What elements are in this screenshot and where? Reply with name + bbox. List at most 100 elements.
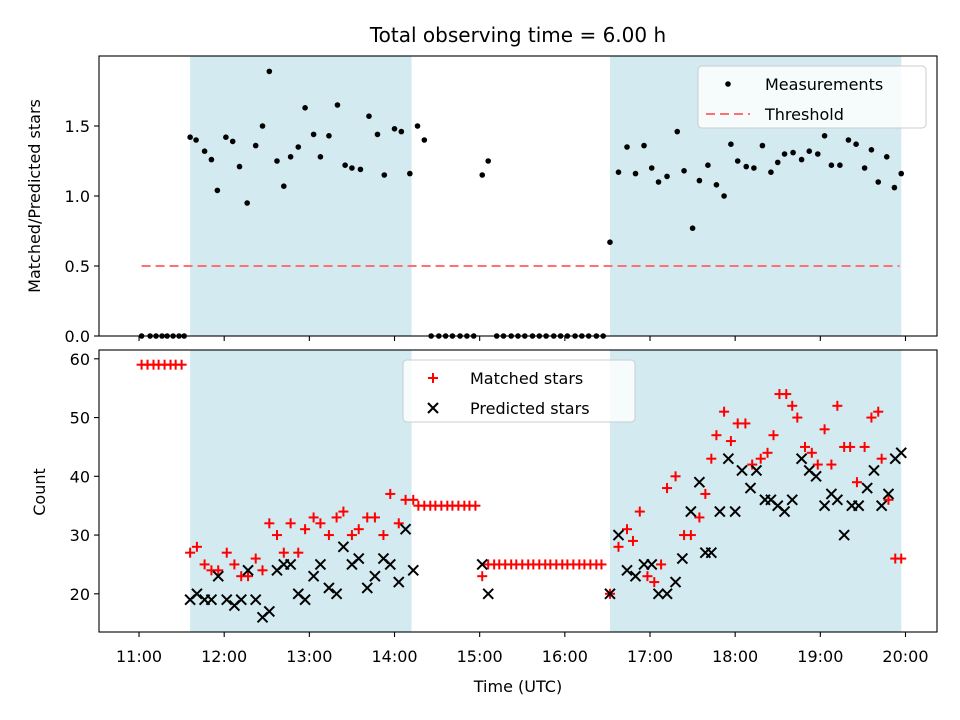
matched-star-point bbox=[293, 547, 304, 558]
matched-star-point bbox=[278, 547, 289, 558]
measurement-point bbox=[229, 138, 236, 145]
matched-star-point bbox=[851, 477, 862, 488]
chart-title: Total observing time = 6.00 h bbox=[369, 23, 666, 47]
measurement-point bbox=[274, 158, 280, 164]
measurement-point bbox=[381, 172, 388, 178]
measurement-point bbox=[208, 156, 215, 163]
measurement-point bbox=[295, 144, 302, 150]
predicted-star-point bbox=[212, 570, 224, 582]
predicted-star-point bbox=[384, 558, 396, 571]
predicted-star-point bbox=[685, 505, 697, 518]
x-tick-label: 14:00 bbox=[371, 647, 417, 666]
predicted-star-point bbox=[221, 593, 233, 606]
matched-star-point bbox=[787, 400, 798, 411]
matched-star-point bbox=[706, 453, 717, 464]
predicted-star-point bbox=[705, 546, 718, 559]
measurement-point bbox=[648, 165, 655, 171]
matched-star-point bbox=[627, 535, 638, 546]
predicted-star-point bbox=[786, 494, 798, 506]
x-tick-label: 18:00 bbox=[712, 647, 758, 666]
matched-star-point bbox=[300, 524, 311, 535]
predicted-star-point bbox=[476, 558, 488, 571]
measurement-point bbox=[357, 166, 364, 173]
predicted-star-point bbox=[895, 447, 907, 459]
measurement-point bbox=[259, 123, 266, 129]
matched-star-point bbox=[271, 530, 282, 541]
matched-star-point bbox=[213, 565, 224, 576]
matched-star-point bbox=[845, 441, 856, 452]
matched-star-point bbox=[250, 553, 261, 564]
matched-star-point bbox=[622, 524, 633, 535]
matched-star-point bbox=[826, 459, 837, 470]
measurement-point bbox=[751, 165, 757, 171]
legend-marker-cross bbox=[427, 402, 439, 414]
predicted-star-point bbox=[323, 582, 335, 594]
matched-star-point bbox=[719, 406, 730, 417]
matched-star-point bbox=[331, 512, 342, 523]
measurement-point bbox=[728, 141, 734, 147]
matched-star-point bbox=[685, 530, 696, 541]
matched-star-point bbox=[781, 389, 792, 400]
matched-star-point bbox=[792, 412, 803, 423]
measurement-point bbox=[790, 149, 796, 156]
measurement-point bbox=[302, 105, 308, 111]
matched-star-point bbox=[257, 565, 268, 576]
y-tick-label: 1.5 bbox=[65, 117, 90, 136]
legend-label: Threshold bbox=[764, 105, 844, 124]
axes-frame bbox=[98, 55, 938, 337]
matched-star-point bbox=[873, 406, 884, 417]
measurement-point bbox=[236, 163, 243, 170]
matched-star-point bbox=[747, 459, 758, 470]
predicted-star-point bbox=[353, 552, 365, 565]
matched-star-point bbox=[740, 418, 751, 429]
predicted-star-point bbox=[868, 464, 880, 477]
measurement-point bbox=[898, 170, 905, 177]
predicted-star-point bbox=[676, 552, 689, 565]
predicted-star-point bbox=[875, 499, 888, 512]
predicted-star-point bbox=[284, 558, 297, 571]
measurement-point bbox=[734, 158, 741, 164]
matched-star-point bbox=[393, 518, 404, 529]
measurement-point bbox=[398, 128, 405, 135]
measurement-point bbox=[223, 134, 229, 140]
measurement-point bbox=[891, 184, 898, 191]
measurement-point bbox=[689, 225, 696, 231]
predicted-star-point bbox=[299, 593, 311, 606]
predicted-star-point bbox=[750, 464, 763, 477]
matched-star-point bbox=[470, 500, 481, 511]
predicted-star-point bbox=[661, 588, 673, 600]
measurement-point bbox=[317, 154, 324, 160]
predicted-star-point bbox=[621, 564, 633, 577]
y-axis-label-bottom: Count bbox=[30, 468, 49, 516]
y-tick-label: 60 bbox=[70, 350, 90, 369]
predicted-star-point bbox=[722, 452, 735, 465]
matched-star-point bbox=[762, 447, 773, 458]
matched-star-point bbox=[191, 541, 202, 552]
measurement-point bbox=[875, 179, 882, 185]
measurement-point bbox=[806, 148, 813, 154]
top-panel: 0.0 0.5 1.0 1.5 Measurements Threshold bbox=[65, 55, 938, 346]
predicted-star-point bbox=[629, 570, 642, 582]
measurement-point bbox=[244, 200, 250, 206]
matched-star-point bbox=[185, 547, 196, 558]
matched-star-point bbox=[176, 359, 187, 370]
measurement-point bbox=[281, 183, 287, 189]
measurement-point bbox=[421, 137, 428, 143]
matched-star-point bbox=[264, 518, 275, 529]
predicted-star-point bbox=[831, 494, 844, 506]
predicted-star-point bbox=[235, 593, 247, 606]
predicted-star-point bbox=[645, 558, 658, 571]
matched-star-point bbox=[634, 506, 645, 517]
matched-star-point bbox=[700, 488, 711, 499]
measurement-point bbox=[721, 193, 727, 199]
predicted-star-point bbox=[361, 582, 373, 594]
matched-star-point bbox=[308, 512, 319, 523]
observing-window-0 bbox=[190, 350, 412, 632]
bottom-panel: 20 30 40 50 60 11:00 12:00 13:00 14:00 15:00 16:00… bbox=[70, 349, 938, 666]
measurement-point bbox=[821, 133, 828, 139]
observing-window-1 bbox=[609, 350, 902, 632]
legend-label: Measurements bbox=[765, 75, 883, 94]
measurement-point bbox=[326, 133, 332, 139]
y-tick-label: 0.0 bbox=[65, 327, 90, 346]
